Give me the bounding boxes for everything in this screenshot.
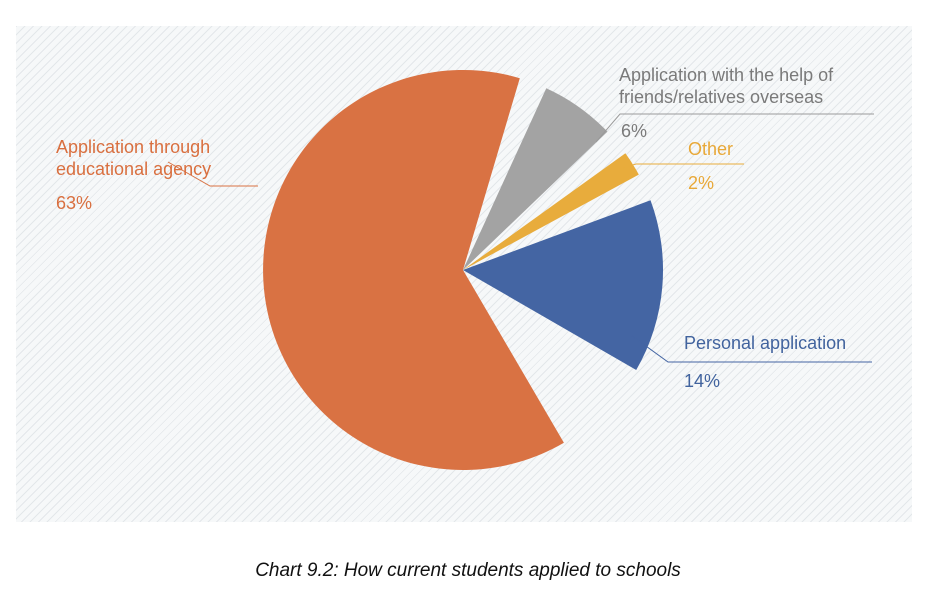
- label-friends-relatives-line2: friends/relatives overseas: [619, 87, 824, 107]
- value-other: 2%: [688, 173, 715, 193]
- label-educational-agency-line1: Application through: [56, 137, 211, 157]
- slice-other: [463, 153, 639, 270]
- slice-personal-application: [463, 200, 664, 370]
- leader-line-friends-relatives: [595, 113, 874, 143]
- label-educational-agency-line2: educational agency: [56, 159, 212, 179]
- label-friends-relatives: Application with the help of friends/rel…: [619, 64, 833, 108]
- label-personal-application: Personal application: [684, 333, 847, 353]
- leader-line-educational-agency: [167, 161, 258, 187]
- leader-line-other: [603, 163, 744, 175]
- leader-line-personal-application: [631, 335, 872, 363]
- value-personal-application: 14%: [684, 371, 721, 391]
- label-educational-agency: Application through educational agency: [56, 136, 211, 180]
- chart-caption: Chart 9.2: How current students applied …: [255, 560, 681, 581]
- value-educational-agency: 63%: [56, 193, 93, 213]
- label-friends-relatives-line1: Application with the help of: [619, 65, 834, 85]
- slice-friends-relatives: [463, 88, 608, 270]
- slice-educational-agency: [263, 69, 564, 470]
- value-friends-relatives: 6%: [621, 121, 648, 141]
- label-other: Other: [688, 139, 734, 159]
